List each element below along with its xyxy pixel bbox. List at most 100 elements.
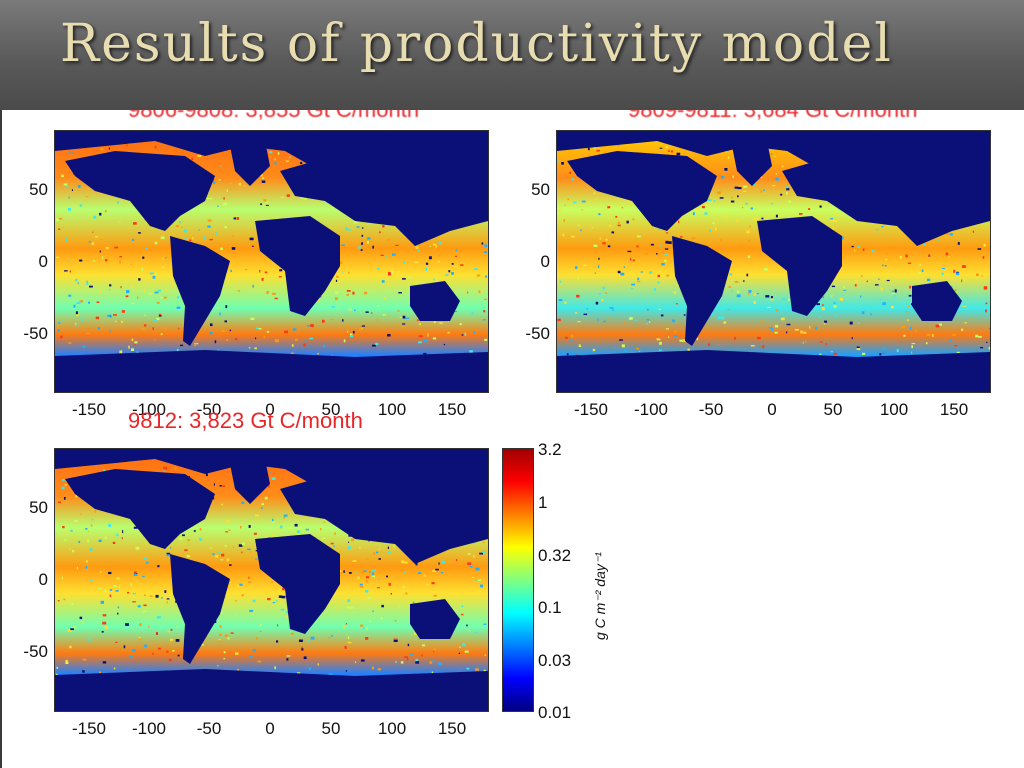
productivity-speckle	[261, 277, 264, 281]
productivity-speckle	[226, 519, 230, 523]
productivity-speckle	[894, 289, 897, 293]
productivity-speckle	[819, 341, 823, 343]
africa-landmass	[757, 216, 842, 316]
productivity-speckle	[407, 274, 411, 277]
productivity-speckle	[128, 656, 133, 658]
productivity-speckle	[299, 639, 303, 642]
colorbar	[502, 448, 534, 712]
productivity-speckle	[830, 218, 834, 222]
productivity-speckle	[86, 280, 88, 283]
productivity-speckle	[835, 314, 838, 317]
productivity-speckle	[422, 644, 426, 647]
productivity-speckle	[975, 334, 979, 338]
productivity-speckle	[86, 282, 89, 285]
productivity-speckle	[230, 269, 232, 273]
productivity-speckle	[82, 345, 86, 348]
productivity-speckle	[331, 207, 333, 210]
productivity-speckle	[862, 248, 865, 251]
productivity-speckle	[85, 559, 88, 563]
productivity-speckle	[275, 339, 279, 343]
productivity-speckle	[132, 592, 136, 595]
productivity-speckle	[716, 208, 719, 211]
productivity-speckle	[58, 228, 61, 230]
productivity-speckle	[85, 612, 87, 614]
productivity-speckle	[236, 584, 240, 588]
productivity-speckle	[126, 290, 130, 294]
productivity-speckle	[469, 350, 473, 353]
productivity-speckle	[221, 553, 225, 557]
productivity-speckle	[206, 197, 210, 199]
productivity-speckle	[96, 301, 100, 303]
productivity-speckle	[277, 528, 281, 530]
map2-svg	[557, 131, 990, 392]
productivity-speckle	[334, 532, 336, 535]
productivity-speckle	[85, 566, 88, 569]
productivity-speckle	[483, 298, 487, 301]
productivity-speckle	[621, 344, 625, 348]
productivity-speckle	[413, 601, 415, 604]
productivity-speckle	[290, 632, 294, 635]
productivity-speckle	[144, 314, 146, 317]
productivity-speckle	[269, 151, 273, 154]
productivity-speckle	[800, 330, 803, 334]
productivity-speckle	[354, 309, 356, 312]
map1-xtick-neg50: -50	[196, 400, 222, 419]
productivity-speckle	[592, 348, 596, 352]
productivity-speckle	[771, 296, 773, 299]
productivity-speckle	[415, 658, 419, 662]
productivity-speckle	[160, 236, 165, 240]
productivity-speckle	[210, 323, 213, 327]
productivity-speckle	[119, 260, 121, 264]
productivity-speckle	[76, 566, 78, 570]
productivity-speckle	[146, 561, 149, 564]
productivity-speckle	[425, 262, 429, 265]
productivity-speckle	[102, 661, 107, 664]
productivity-speckle	[347, 330, 349, 333]
productivity-speckle	[286, 655, 291, 657]
productivity-speckle	[414, 261, 419, 264]
productivity-speckle	[670, 150, 673, 153]
productivity-speckle	[227, 637, 230, 640]
productivity-speckle	[459, 323, 462, 325]
productivity-speckle	[854, 284, 857, 287]
productivity-speckle	[724, 215, 728, 218]
productivity-speckle	[184, 549, 188, 551]
map3-xtick-150: 150	[437, 719, 467, 738]
productivity-speckle	[874, 284, 879, 286]
productivity-speckle	[132, 649, 136, 652]
productivity-speckle	[605, 238, 608, 241]
productivity-speckle	[347, 546, 351, 549]
productivity-speckle	[87, 530, 89, 533]
productivity-speckle	[177, 295, 180, 299]
productivity-speckle	[918, 272, 922, 274]
productivity-speckle	[179, 537, 183, 540]
productivity-speckle	[351, 538, 354, 542]
productivity-speckle	[480, 584, 484, 588]
productivity-speckle	[581, 210, 584, 213]
productivity-speckle	[395, 661, 397, 663]
productivity-speckle	[583, 313, 588, 315]
productivity-speckle	[405, 592, 408, 595]
productivity-speckle	[169, 547, 172, 549]
productivity-speckle	[839, 297, 844, 301]
productivity-speckle	[728, 286, 731, 288]
productivity-speckle	[774, 325, 779, 328]
productivity-speckle	[701, 205, 705, 209]
productivity-speckle	[862, 352, 866, 355]
productivity-speckle	[748, 290, 752, 293]
productivity-speckle	[926, 333, 931, 336]
productivity-speckle	[347, 271, 350, 274]
productivity-speckle	[564, 301, 567, 304]
productivity-speckle	[285, 160, 289, 162]
productivity-speckle	[891, 290, 894, 293]
productivity-speckle	[431, 582, 435, 585]
productivity-speckle	[736, 294, 741, 298]
productivity-speckle	[558, 209, 561, 212]
productivity-speckle	[388, 272, 392, 276]
productivity-speckle	[894, 295, 896, 297]
productivity-speckle	[75, 322, 77, 325]
productivity-speckle	[177, 654, 180, 657]
productivity-speckle	[461, 334, 464, 336]
productivity-speckle	[660, 314, 664, 317]
productivity-speckle	[604, 292, 608, 294]
